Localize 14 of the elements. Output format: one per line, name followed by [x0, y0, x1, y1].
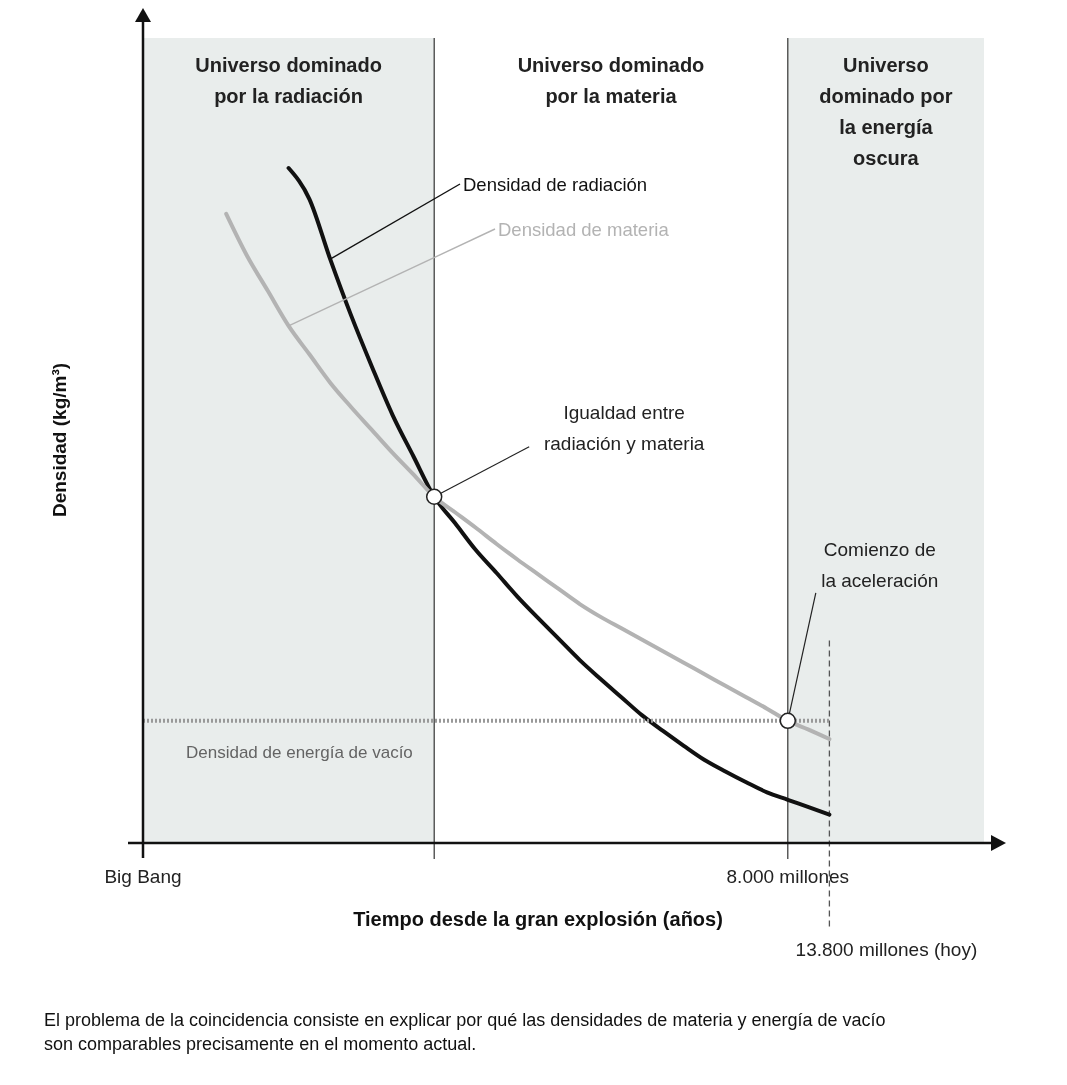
text: Densidad de materia [498, 219, 670, 240]
x-tick-label: 8.000 millones [726, 866, 850, 887]
text: Universo dominado por la materia [517, 54, 705, 107]
x-tick-label: Big Bang [104, 866, 182, 887]
y-axis-title: Densidad (kg/m³) [49, 362, 70, 518]
annotation: Igualdad entre radiación y materia [543, 401, 705, 454]
text: Universo dominado por la radiación [195, 54, 382, 107]
text: 13.800 millones (hoy) [795, 939, 978, 960]
series-label: Densidad de energía de vacío [186, 743, 413, 762]
annotation: Comienzo de la aceleración [821, 538, 939, 591]
text: El problema de la coincidencia consiste en explicar por qué las densidades de materia y energía de vacío son comparables precisamente en el momento actual. [44, 1010, 886, 1054]
x-axis-title: Tiempo desde la gran explosión (años) [353, 908, 723, 930]
annotation: Universo dominado por la energía oscura [819, 54, 953, 169]
text: Densidad de radiación [463, 174, 648, 195]
